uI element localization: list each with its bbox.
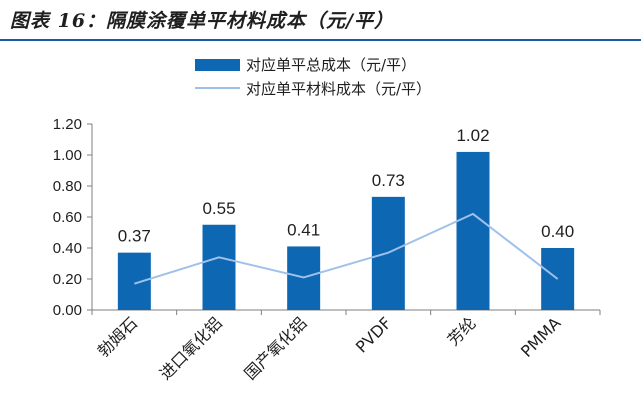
- bar-value-label: 0.37: [118, 227, 151, 246]
- bar-value-label: 0.73: [372, 171, 405, 190]
- y-tick-label: 1.00: [53, 147, 82, 164]
- legend-line-label: 对应单平材料成本（元/平）: [246, 80, 431, 98]
- title-bar: 图表 16：隔膜涂覆单平材料成本（元/平）: [0, 0, 641, 41]
- x-axis: [91, 309, 601, 315]
- y-tick-label: 0.20: [53, 271, 82, 288]
- bar-line-chart: 对应单平总成本（元/平） 对应单平材料成本（元/平） 0.000.200.400…: [53, 56, 601, 383]
- y-tick-label: 0.00: [53, 302, 82, 319]
- y-tick-label: 0.60: [53, 209, 82, 226]
- bar: [117, 252, 151, 310]
- category-label: 进口氧化铝: [156, 313, 226, 383]
- category-label: 勃姆石: [94, 313, 141, 360]
- legend-bar-label: 对应单平总成本（元/平）: [246, 56, 416, 74]
- bar-value-label: 1.02: [456, 126, 489, 145]
- legend-bar-swatch: [195, 59, 240, 71]
- bar-value-label: 0.41: [287, 220, 320, 239]
- y-tick-label: 1.20: [53, 116, 82, 133]
- category-label: PVDF: [352, 313, 395, 356]
- category-labels: 勃姆石 进口氧化铝 国产氧化铝 PVDF 芳纶 PMMA: [94, 313, 565, 383]
- y-axis: 0.00 0.20 0.40 0.60 0.80 1.00 1.20: [53, 116, 93, 319]
- chart-title: 图表 16：隔膜涂覆单平材料成本（元/平）: [10, 10, 394, 32]
- bar-value-label: 0.40: [541, 222, 574, 241]
- line-path: [134, 212, 559, 285]
- bar-value-label: 0.55: [202, 199, 235, 218]
- category-label: 芳纶: [444, 313, 480, 349]
- category-label: 国产氧化铝: [240, 313, 310, 383]
- line-series: [134, 212, 559, 285]
- legend: 对应单平总成本（元/平） 对应单平材料成本（元/平）: [195, 56, 431, 98]
- y-tick-label: 0.80: [53, 178, 82, 195]
- y-tick-label: 0.40: [53, 240, 82, 257]
- bar: [456, 151, 490, 310]
- category-label: PMMA: [517, 313, 565, 361]
- bar: [202, 224, 236, 310]
- data-labels: 0.37 0.55 0.41 0.73 1.02 0.40: [118, 126, 574, 246]
- bar-series: [117, 151, 575, 310]
